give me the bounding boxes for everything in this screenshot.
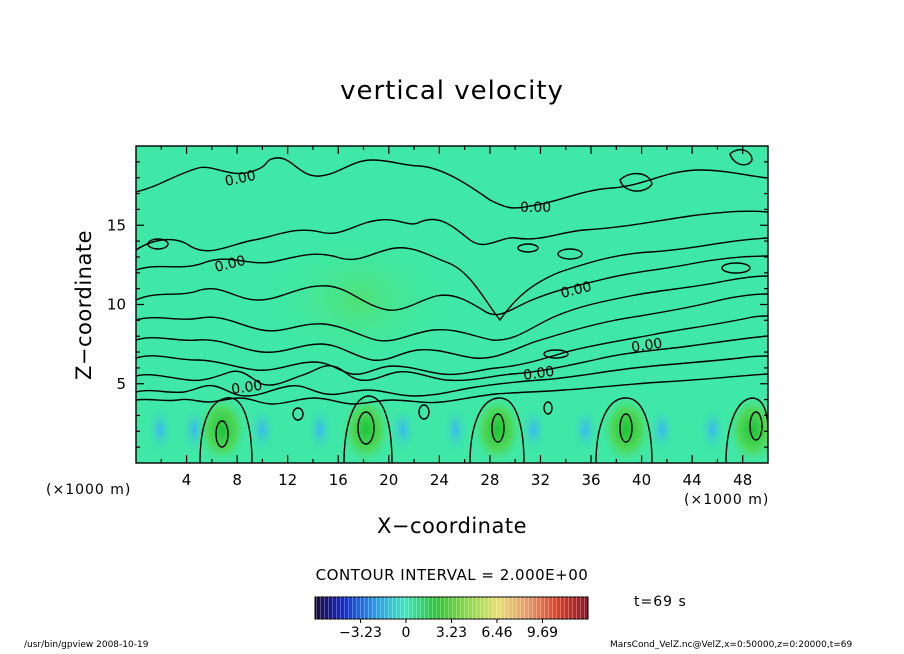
contour-line	[749, 411, 763, 441]
contour-line	[136, 373, 768, 405]
contour-line	[136, 355, 768, 397]
y-tick-label: 15	[107, 216, 126, 234]
updraft-shading	[600, 393, 653, 463]
contour-line	[136, 237, 768, 322]
contour-line	[136, 315, 768, 376]
time-label: t=69 s	[634, 594, 687, 610]
x-tick-label: 40	[632, 471, 651, 489]
contour-line	[725, 397, 768, 463]
contour-line	[619, 173, 653, 192]
y-axis-label: Z−coordinate	[72, 230, 96, 380]
contour-label: 0.00	[522, 364, 555, 384]
contour-line	[292, 407, 304, 421]
contour-line	[136, 255, 768, 316]
downdraft-shading	[571, 403, 600, 456]
updraft-shading	[471, 393, 524, 463]
contour-line	[136, 293, 768, 361]
contour-line	[595, 397, 653, 463]
colorbar-tick-label: −3.23	[339, 625, 382, 641]
colorbar-tick-label: 9.69	[527, 625, 558, 641]
plume-shading	[263, 229, 454, 370]
x-tick-label: 16	[329, 471, 348, 489]
x-tick-label: 32	[531, 471, 550, 489]
contour-label: 0.00	[213, 253, 247, 276]
x-tick-label: 48	[733, 471, 752, 489]
x-tick-label: 4	[182, 471, 192, 489]
contour-label: 0.00	[630, 336, 663, 356]
x-tick-label: 20	[379, 471, 398, 489]
downdraft-shading	[305, 403, 334, 456]
x-unit-left: (×1000 m)	[46, 482, 132, 498]
contour-line	[619, 413, 633, 443]
contour-label: 0.00	[559, 279, 593, 302]
chart-title: vertical velocity	[340, 76, 564, 106]
downdraft-shading	[647, 403, 676, 456]
updraft-shading	[726, 393, 768, 463]
contour-line	[469, 397, 525, 463]
contour-line	[136, 275, 768, 342]
x-tick-label: 28	[480, 471, 499, 489]
contour-label: 0.00	[224, 168, 258, 190]
updraft-shading	[340, 393, 393, 463]
footer-left: /usr/bin/gpview 2008-10-19	[24, 640, 149, 650]
x-tick-label: 12	[278, 471, 297, 489]
downdraft-shading	[388, 403, 417, 456]
contour-line	[199, 397, 253, 463]
contour-label: 0.00	[520, 200, 551, 216]
contour-line	[215, 420, 229, 448]
x-unit-right: (×1000 m)	[684, 492, 770, 508]
contour-line	[136, 335, 768, 386]
contour-line	[147, 238, 169, 250]
x-axis-label: X−coordinate	[377, 514, 527, 538]
footer-right: MarsCond_VelZ.nc@VelZ,x=0:50000,z=0:2000…	[610, 640, 853, 650]
contour-line	[543, 401, 553, 415]
x-tick-label: 44	[683, 471, 702, 489]
contour-line	[357, 411, 375, 445]
contour-line	[491, 413, 505, 443]
downdraft-shading	[441, 403, 470, 456]
x-tick-label: 36	[581, 471, 600, 489]
contour-line	[343, 395, 393, 463]
contour-line	[136, 210, 768, 252]
contour-interval: CONTOUR INTERVAL = 2.000E+00	[315, 566, 589, 584]
x-tick-label: 24	[430, 471, 449, 489]
downdraft-shading	[248, 403, 277, 456]
downdraft-shading	[698, 403, 727, 456]
contour-line	[729, 149, 753, 166]
contour-label: 0.00	[230, 378, 263, 398]
contour-line	[557, 248, 583, 260]
downdraft-shading	[519, 403, 548, 456]
y-tick-label: 10	[107, 296, 126, 314]
x-tick-label: 8	[232, 471, 242, 489]
contour-line	[136, 157, 768, 209]
colorbar-tick-label: 6.46	[481, 625, 512, 641]
y-tick-label: 5	[116, 375, 126, 393]
contour-line	[517, 243, 539, 253]
downdraft-shading	[146, 403, 175, 456]
contour-line	[543, 349, 569, 359]
colorbar-tick-label: 0	[402, 625, 411, 641]
contour-line	[721, 262, 751, 274]
colorbar-tick-label: 3.23	[436, 625, 467, 641]
contour-line	[418, 404, 430, 420]
